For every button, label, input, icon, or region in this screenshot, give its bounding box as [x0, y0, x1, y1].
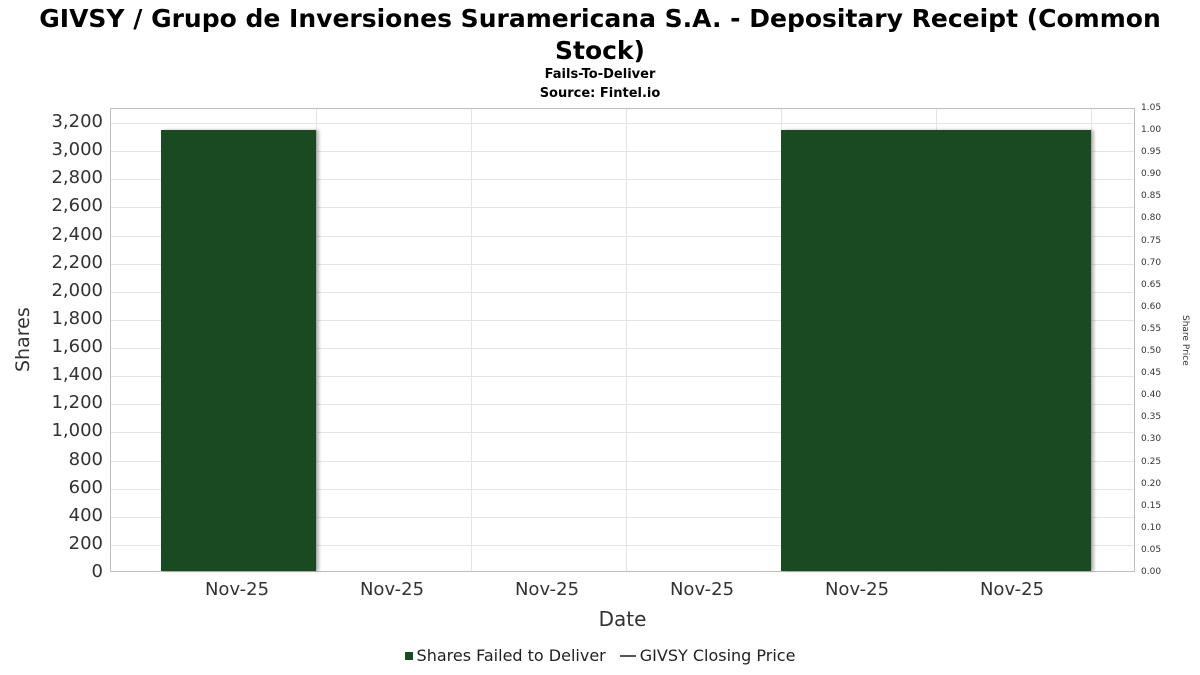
h-gridline [111, 376, 1134, 378]
right-tick-label: 1.00 [1141, 125, 1162, 136]
x-tick-label: Nov-25 [204, 579, 270, 600]
legend-label: GIVSY Closing Price [639, 646, 796, 665]
right-tick-label: 0.10 [1141, 522, 1162, 533]
right-tick-label: 0.30 [1141, 434, 1162, 445]
right-tick-label: 0.50 [1141, 346, 1162, 357]
chart-source: Source: Fintel.io [539, 86, 661, 101]
h-gridline [111, 544, 1134, 546]
right-tick-label: 0.25 [1141, 456, 1162, 467]
left-tick-label: 200 [68, 532, 103, 554]
left-tick-label: 2,600 [51, 195, 103, 217]
right-tick-label: 0.60 [1141, 301, 1162, 312]
right-tick-label: 0.75 [1141, 235, 1162, 246]
bar[interactable] [935, 129, 1091, 571]
right-tick-label: 0.20 [1141, 478, 1162, 489]
h-gridline [111, 291, 1134, 293]
h-gridline [111, 207, 1134, 209]
legend-item: GIVSY Closing Price [619, 646, 796, 665]
v-gridline [1090, 109, 1092, 571]
right-tick-label: 0.65 [1141, 279, 1162, 290]
h-gridline [111, 516, 1134, 518]
chart-subtitle: Fails-To-Deliver [544, 67, 656, 82]
h-gridline [111, 348, 1134, 350]
chart-title: GIVSY / Grupo de Inversiones Suramerican… [39, 4, 1161, 65]
x-tick-label: Nov-25 [824, 579, 890, 600]
x-tick-label: Nov-25 [514, 579, 580, 600]
h-gridline [111, 460, 1134, 462]
h-gridline [111, 488, 1134, 490]
right-axis-ticks: 0.00 0.05 0.10 0.15 0.20 0.25 0.30 0.35 0.40 0.45… [1141, 103, 1193, 577]
left-tick-label: 1,400 [51, 364, 103, 386]
right-tick-label: 0.85 [1141, 191, 1162, 202]
x-axis-ticks: Nov-25 Nov-25 Nov-25 Nov-25 Nov-25 Nov-25 [110, 579, 1135, 603]
legend: Shares Failed to Deliver GIVSY Closing Pr… [0, 646, 1200, 665]
left-axis-ticks: 0 200 400 600 800 1,000 1,200 1,400 1,600 1,800 2,… [0, 108, 103, 582]
h-gridline [111, 235, 1134, 237]
left-tick-label: 1,000 [51, 420, 103, 442]
right-axis-title: Share Price [1180, 314, 1190, 366]
legend-item: Shares Failed to Deliver [404, 646, 606, 665]
h-gridline [111, 432, 1134, 434]
v-gridline [470, 109, 472, 571]
h-gridline [111, 263, 1134, 265]
plot-area [110, 108, 1135, 572]
h-gridline [111, 151, 1134, 153]
right-tick-label: 0.95 [1141, 147, 1162, 158]
right-tick-label: 0.70 [1141, 257, 1162, 268]
right-tick-label: 0.45 [1141, 368, 1162, 379]
left-tick-label: 1,600 [51, 336, 103, 358]
bar[interactable] [160, 129, 316, 571]
right-tick-label: 1.05 [1141, 103, 1162, 113]
v-gridline [625, 109, 627, 571]
left-tick-label: 2,400 [51, 223, 103, 245]
v-gridline [315, 109, 317, 571]
legend-line-marker [619, 654, 636, 657]
legend-square-marker [404, 651, 413, 660]
h-gridline [111, 123, 1134, 125]
right-tick-label: 0.15 [1141, 500, 1162, 511]
left-tick-label: 600 [68, 476, 103, 498]
left-tick-label: 0 [91, 561, 103, 582]
left-tick-label: 2,200 [51, 251, 103, 273]
bar[interactable] [780, 129, 936, 571]
right-tick-label: 0.05 [1141, 544, 1162, 555]
h-gridline [111, 404, 1134, 406]
right-tick-label: 0.55 [1141, 323, 1162, 334]
right-tick-label: 0.00 [1141, 567, 1162, 577]
right-tick-label: 0.40 [1141, 390, 1162, 401]
right-tick-label: 0.90 [1141, 169, 1162, 180]
left-tick-label: 3,000 [51, 139, 103, 161]
x-tick-label: Nov-25 [979, 579, 1045, 600]
left-tick-label: 1,800 [51, 307, 103, 329]
left-tick-label: 2,000 [51, 279, 103, 301]
legend-label: Shares Failed to Deliver [416, 646, 606, 665]
right-tick-label: 0.80 [1141, 213, 1162, 224]
left-tick-label: 800 [68, 448, 103, 470]
h-gridline [111, 179, 1134, 181]
h-gridline [111, 319, 1134, 321]
x-axis-title: Date [598, 607, 647, 631]
x-tick-label: Nov-25 [669, 579, 735, 600]
x-tick-label: Nov-25 [359, 579, 425, 600]
right-tick-label: 0.35 [1141, 412, 1162, 423]
left-tick-label: 2,800 [51, 167, 103, 189]
left-tick-label: 3,200 [51, 111, 103, 133]
left-tick-label: 1,200 [51, 392, 103, 414]
left-tick-label: 400 [68, 504, 103, 526]
